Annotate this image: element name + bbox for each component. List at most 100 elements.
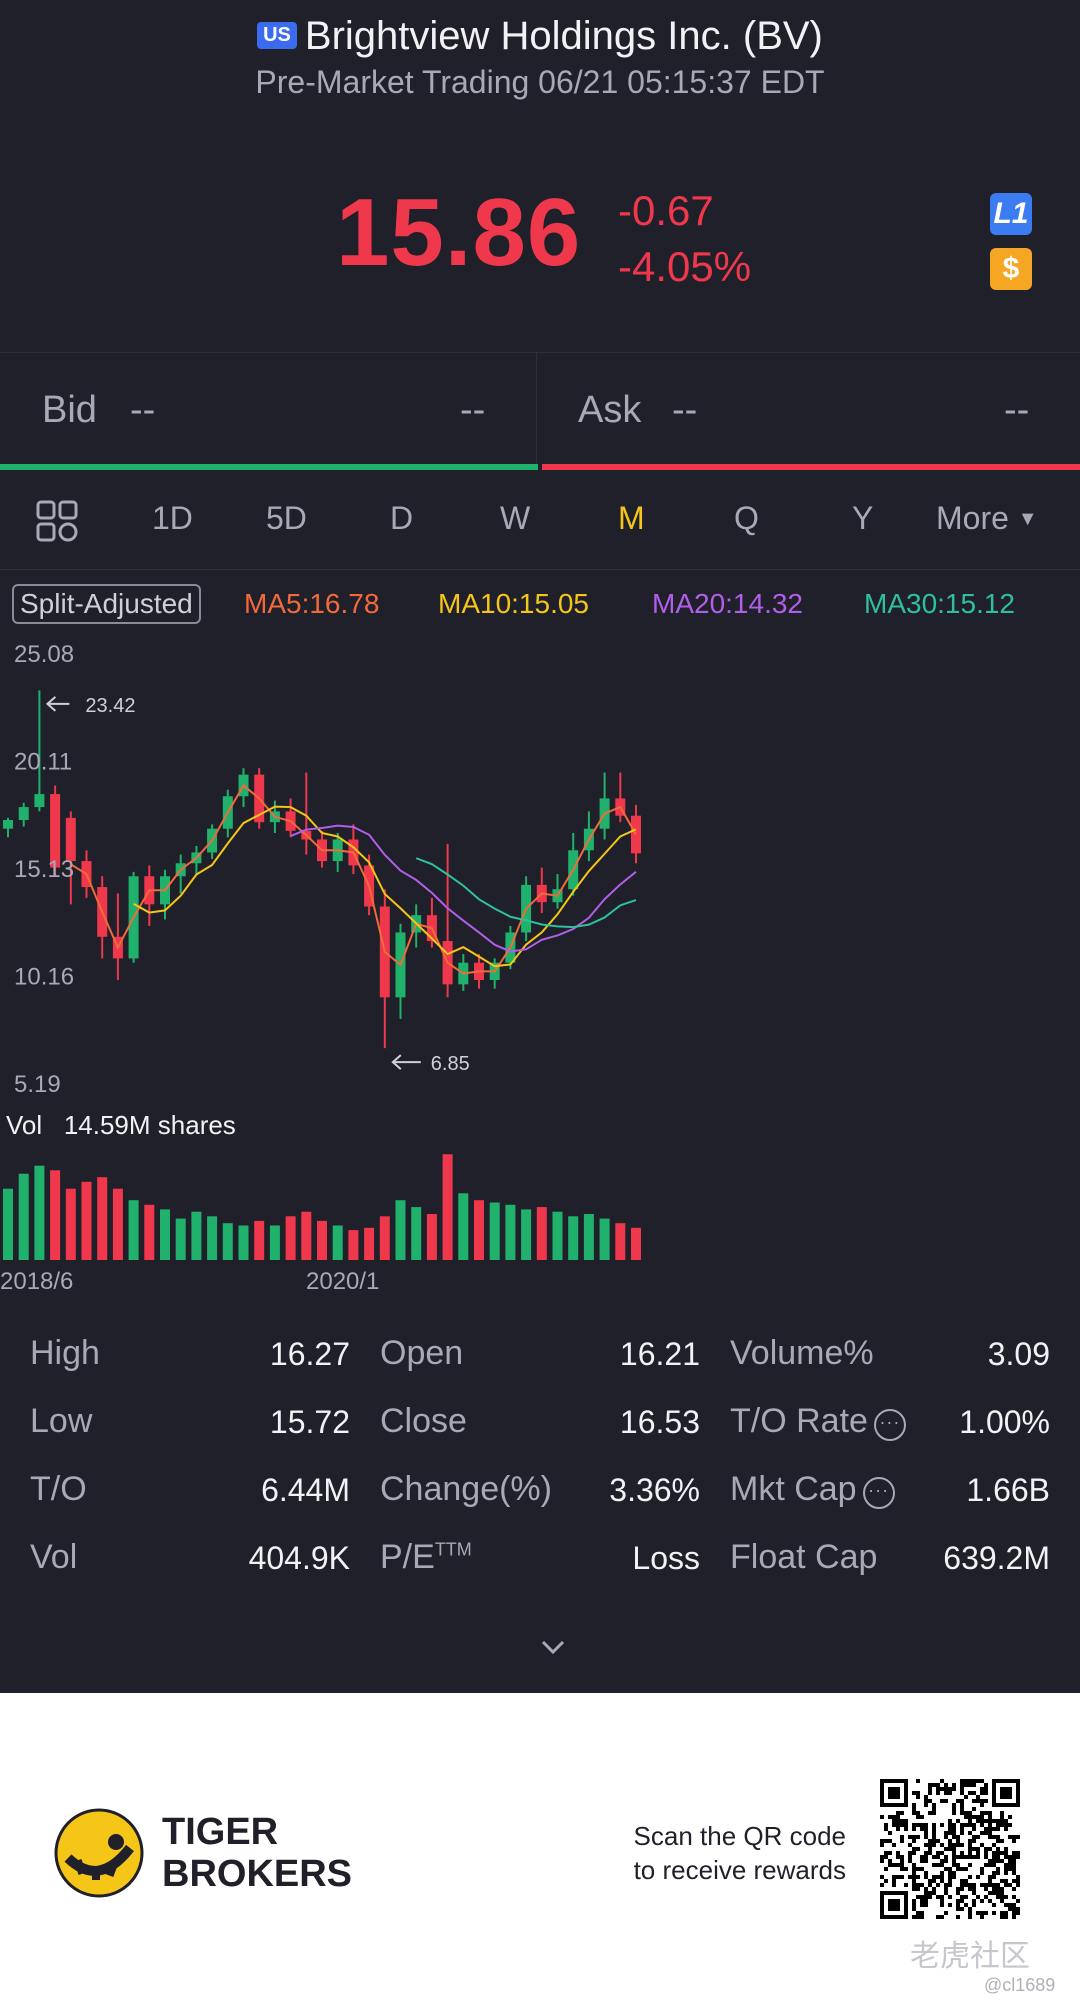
volume-bar bbox=[458, 1193, 469, 1260]
volume-bar bbox=[348, 1230, 359, 1260]
brand-line-1: TIGER bbox=[162, 1811, 279, 1853]
volume-bar bbox=[65, 1188, 76, 1260]
promo-footer: TIGER BROKERS Scan the QR code to receiv… bbox=[0, 1693, 1080, 2010]
period-tabs: 1D 5D D W M Q Y More ▼ bbox=[0, 470, 1080, 570]
candle bbox=[160, 869, 170, 920]
y-axis-tick: 25.08 bbox=[14, 641, 74, 668]
low-marker-label: 6.85 bbox=[431, 1053, 470, 1075]
tab-more[interactable]: More ▼ bbox=[936, 500, 1038, 537]
y-axis-tick: 10.16 bbox=[14, 964, 74, 991]
cash-icon[interactable]: $ bbox=[990, 248, 1032, 290]
last-price: 15.86 bbox=[336, 179, 582, 286]
change-pct-label: Change(%) bbox=[380, 1470, 552, 1508]
price-layer bbox=[3, 690, 641, 1049]
bid-price: -- bbox=[130, 389, 156, 431]
stock-name: Brightview Holdings Inc. (BV) bbox=[304, 14, 823, 58]
volume-bar bbox=[615, 1223, 626, 1260]
ma5-line bbox=[70, 783, 637, 975]
volume-bar bbox=[568, 1216, 579, 1260]
split-adjusted-toggle[interactable]: Split-Adjusted bbox=[12, 584, 201, 624]
turnover-label: T/O bbox=[30, 1470, 87, 1508]
ask-label: Ask bbox=[578, 389, 642, 431]
quote-header: US Brightview Holdings Inc. (BV) Pre-Mark… bbox=[0, 0, 1080, 352]
volume-bar bbox=[238, 1225, 249, 1260]
price-change: -0.67 -4.05% bbox=[618, 183, 751, 295]
indicator-row: Split-Adjusted MA5:16.78 MA10:15.05 MA20… bbox=[0, 582, 1080, 626]
x-axis-label-mid: 2020/1 bbox=[306, 1268, 380, 1295]
more-info-icon[interactable]: ··· bbox=[873, 1409, 906, 1441]
volume-value: 404.9K bbox=[248, 1540, 350, 1576]
bid-strength-bar bbox=[0, 464, 538, 470]
moving-average-layer bbox=[70, 783, 637, 975]
tab-5d[interactable]: 5D bbox=[266, 500, 307, 536]
low-value: 15.72 bbox=[269, 1404, 350, 1440]
pe-ratio-label: P/ETTM bbox=[380, 1538, 472, 1577]
turnover-rate-label: T/O Rate ··· bbox=[730, 1402, 906, 1441]
float-cap-value: 639.2M bbox=[943, 1540, 1050, 1576]
tab-d[interactable]: D bbox=[390, 500, 414, 536]
volume-bar bbox=[191, 1211, 202, 1260]
expand-chevron-icon[interactable] bbox=[538, 1632, 568, 1662]
tab-q[interactable]: Q bbox=[734, 500, 759, 536]
volume-bar bbox=[489, 1202, 500, 1260]
bid-ask-divider bbox=[536, 353, 537, 467]
axis-layer: 25.08 20.11 15.13 10.16 5.19 23.42 6.85 bbox=[14, 641, 470, 1098]
volume-pct-value: 3.09 bbox=[987, 1336, 1050, 1372]
volume-bar bbox=[536, 1207, 547, 1260]
candle bbox=[426, 897, 437, 948]
candle bbox=[348, 824, 359, 875]
layout-grid-icon[interactable] bbox=[36, 500, 78, 542]
volume-bar bbox=[18, 1173, 29, 1260]
stats-grid: High 16.27 Open 16.21 Volume% 3.09 Low 1… bbox=[0, 1328, 1080, 1628]
chevron-down-icon: ▼ bbox=[1017, 508, 1038, 530]
volume-pct-label: Volume% bbox=[730, 1334, 874, 1372]
candle bbox=[442, 843, 453, 998]
level1-quote-icon[interactable]: L1 bbox=[990, 193, 1032, 235]
volume-bar bbox=[175, 1218, 186, 1260]
high-label: High bbox=[30, 1334, 100, 1372]
open-label: Open bbox=[380, 1334, 464, 1372]
ma20-line bbox=[290, 824, 637, 953]
candlestick-chart[interactable]: 25.08 20.11 15.13 10.16 5.19 23.42 6.85 bbox=[0, 632, 1080, 1312]
volume-bar bbox=[254, 1220, 265, 1260]
low-label: Low bbox=[30, 1402, 93, 1440]
change-pct-value: 3.36% bbox=[609, 1472, 700, 1508]
volume-bar bbox=[222, 1223, 233, 1260]
volume-bar bbox=[332, 1225, 343, 1260]
qr-code-image[interactable] bbox=[880, 1779, 1020, 1919]
volume-bar bbox=[395, 1200, 406, 1260]
ask-section: Ask -- -- bbox=[540, 353, 1080, 467]
volume-bar bbox=[521, 1209, 532, 1260]
volume-bar bbox=[50, 1170, 61, 1260]
bid-size: -- bbox=[460, 389, 486, 431]
candle bbox=[18, 802, 29, 827]
candle bbox=[65, 811, 76, 905]
volume-bar bbox=[599, 1218, 610, 1260]
low-marker: 6.85 bbox=[391, 1053, 470, 1075]
volume-bar bbox=[411, 1207, 422, 1260]
tab-y[interactable]: Y bbox=[852, 500, 874, 536]
volume-bar bbox=[144, 1204, 155, 1260]
market-cap-text: Mkt Cap bbox=[730, 1470, 857, 1508]
user-handle: @cl1689 bbox=[984, 1975, 1056, 1995]
scan-line-1: Scan the QR code bbox=[633, 1821, 846, 1851]
more-info-icon[interactable]: ··· bbox=[862, 1477, 895, 1509]
ma30-line bbox=[415, 857, 637, 929]
tab-1d[interactable]: 1D bbox=[152, 500, 193, 536]
candle bbox=[285, 798, 296, 838]
x-axis-label-start: 2018/6 bbox=[0, 1268, 74, 1295]
y-axis-tick: 15.13 bbox=[14, 856, 74, 883]
turnover-rate-value: 1.00% bbox=[959, 1404, 1050, 1440]
candle bbox=[379, 889, 390, 1049]
candle bbox=[599, 772, 610, 840]
bid-ask-panel: Bid -- -- Ask -- -- bbox=[0, 352, 1080, 468]
candle bbox=[395, 923, 406, 1019]
trading-session-time: Pre-Market Trading 06/21 05:15:37 EDT bbox=[255, 64, 825, 100]
scan-line-2: to receive rewards bbox=[633, 1855, 846, 1885]
volume-bar bbox=[285, 1216, 296, 1260]
open-value: 16.21 bbox=[619, 1336, 700, 1372]
volume-bar bbox=[81, 1181, 92, 1260]
tab-w[interactable]: W bbox=[500, 500, 531, 536]
change-percent: -4.05% bbox=[618, 243, 752, 290]
tab-m[interactable]: M bbox=[618, 500, 645, 536]
